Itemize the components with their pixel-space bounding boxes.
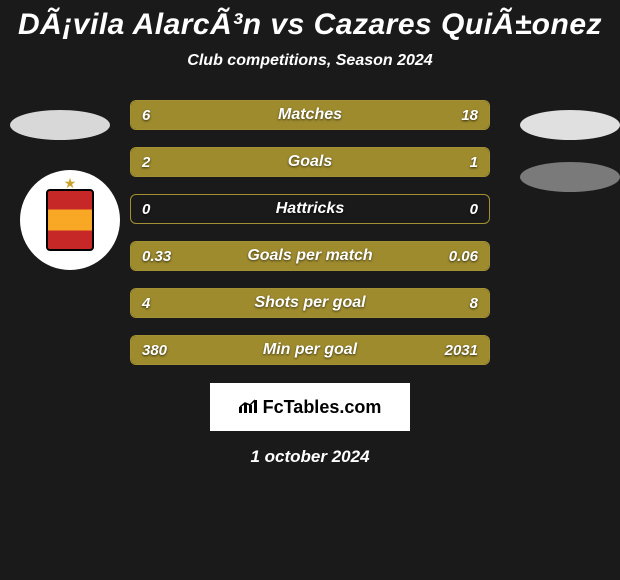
stat-row: 4 Shots per goal 8	[130, 288, 490, 318]
player-right-oval-2	[520, 162, 620, 192]
stat-right-value: 2031	[445, 335, 478, 365]
stat-right-value: 18	[461, 100, 478, 130]
stat-label: Min per goal	[130, 335, 490, 365]
player-left-oval	[10, 110, 110, 140]
stat-right-value: 0.06	[449, 241, 478, 271]
player-right-oval-1	[520, 110, 620, 140]
club-crest: ★	[20, 170, 120, 270]
stat-label: Matches	[130, 100, 490, 130]
stat-bars: 6 Matches 18 2 Goals 1 0 Hattricks	[130, 100, 490, 365]
crest-star-icon: ★	[64, 175, 77, 192]
stat-row: 6 Matches 18	[130, 100, 490, 130]
stat-label: Goals per match	[130, 241, 490, 271]
stat-row: 0 Hattricks 0	[130, 194, 490, 224]
page-title: DÃ¡vila AlarcÃ³n vs Cazares QuiÃ±onez	[0, 8, 620, 42]
stat-row: 380 Min per goal 2031	[130, 335, 490, 365]
source-badge[interactable]: FcTables.com	[210, 383, 410, 431]
comparison-card: DÃ¡vila AlarcÃ³n vs Cazares QuiÃ±onez Cl…	[0, 0, 620, 580]
stat-right-value: 8	[470, 288, 478, 318]
stat-label: Shots per goal	[130, 288, 490, 318]
subtitle: Club competitions, Season 2024	[0, 52, 620, 70]
stat-row: 2 Goals 1	[130, 147, 490, 177]
stat-right-value: 1	[470, 147, 478, 177]
main-area: ★ 6 Matches 18 2 Goals 1	[0, 100, 620, 467]
stat-row: 0.33 Goals per match 0.06	[130, 241, 490, 271]
stat-label: Hattricks	[130, 194, 490, 224]
stat-label: Goals	[130, 147, 490, 177]
date-text: 1 october 2024	[0, 447, 620, 467]
stat-right-value: 0	[470, 194, 478, 224]
crest-shield: ★	[46, 189, 94, 251]
chart-icon	[239, 397, 259, 418]
source-text: FcTables.com	[263, 397, 382, 418]
